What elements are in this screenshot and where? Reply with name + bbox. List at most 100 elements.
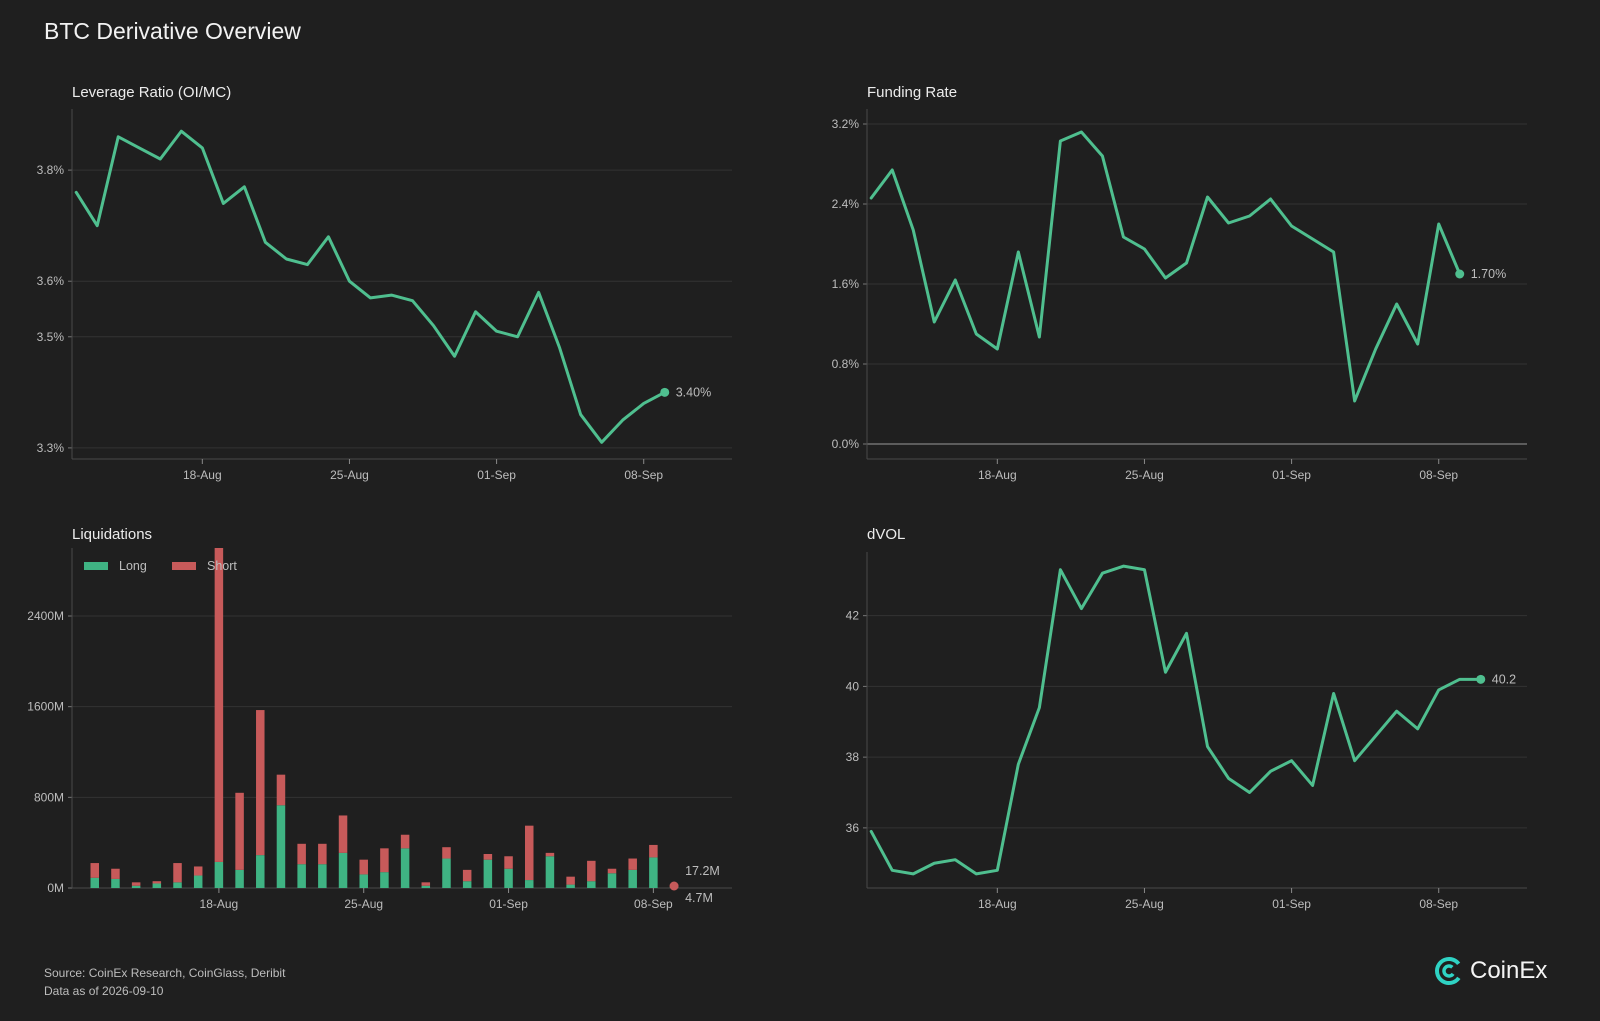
short-bar — [152, 881, 162, 884]
y-tick-label: 0.0% — [832, 437, 860, 451]
short-bar — [173, 863, 182, 883]
dvol-chart-title: dVOL — [867, 526, 906, 543]
y-tick-label: 38 — [846, 750, 860, 764]
short-bar — [235, 792, 244, 870]
coinex-logo: CoinEx — [1434, 956, 1547, 986]
long-bar — [380, 872, 389, 888]
short-bar — [276, 774, 286, 806]
long-bar — [214, 861, 224, 888]
y-tick-label: 3.6% — [37, 274, 65, 288]
long-bar — [504, 868, 513, 888]
x-tick-label: 01-Sep — [489, 897, 528, 911]
short-end-value-label: 4.7M — [685, 891, 713, 905]
y-tick-label: 2400M — [27, 609, 64, 623]
short-bar — [90, 863, 100, 878]
short-bar — [131, 882, 141, 886]
brand-name: CoinEx — [1470, 957, 1548, 984]
long-bar — [524, 880, 534, 888]
end-point-marker — [1455, 269, 1465, 279]
leverage-ratio-chart: 3.3% 3.5% 3.6% 3.8% 18-Aug 25-Aug 01-Sep 08-Sep… — [37, 109, 732, 482]
long-bar — [483, 859, 493, 888]
y-tick-label: 1600M — [27, 700, 64, 714]
x-tick-label: 25-Aug — [344, 897, 383, 911]
x-tick-label: 08-Sep — [1419, 468, 1458, 482]
short-bar — [318, 843, 327, 865]
x-tick-label: 08-Sep — [624, 468, 663, 482]
funding-chart-title: Funding Rate — [867, 84, 958, 101]
x-tick-label: 08-Sep — [634, 897, 673, 911]
short-bar — [628, 858, 637, 870]
short-bar — [545, 852, 555, 857]
y-tick-label: 36 — [846, 821, 860, 835]
short-bar — [380, 848, 389, 873]
long-bar — [628, 869, 637, 888]
long-bar — [152, 883, 162, 888]
long-bar — [462, 881, 472, 888]
x-tick-label: 18-Aug — [183, 468, 222, 482]
short-bar — [442, 847, 451, 859]
short-bar — [587, 860, 596, 882]
long-bar — [256, 855, 265, 888]
short-bar — [462, 869, 472, 882]
short-bar — [193, 866, 203, 876]
long-bar — [649, 857, 658, 888]
long-bar — [566, 884, 575, 888]
short-bar — [256, 710, 265, 856]
x-tick-label: 01-Sep — [1272, 468, 1311, 482]
long-bar — [318, 864, 327, 888]
long-bar — [193, 875, 203, 888]
short-bar — [566, 876, 575, 885]
x-tick-label: 18-Aug — [978, 468, 1017, 482]
long-bar — [442, 858, 451, 888]
end-value-label: 40.2 — [1492, 672, 1516, 686]
x-tick-label: 25-Aug — [330, 468, 369, 482]
long-bar — [545, 856, 555, 888]
series-line — [869, 564, 1483, 876]
series-line — [74, 129, 667, 444]
long-bar — [235, 869, 244, 888]
y-tick-label: 3.8% — [37, 163, 65, 177]
short-bar — [400, 834, 410, 849]
end-value-label: 1.70% — [1471, 267, 1506, 281]
source-note: Source: CoinEx Research, CoinGlass, Deri… — [44, 966, 286, 980]
legend-long-swatch — [84, 562, 108, 570]
coinex-logo-icon — [1435, 957, 1463, 985]
long-end-value-label: 17.2M — [685, 864, 720, 878]
y-tick-label: 3.3% — [37, 441, 65, 455]
long-bar — [90, 877, 100, 888]
short-bar — [111, 868, 120, 879]
short-bar — [483, 854, 493, 860]
series-line — [869, 130, 1462, 403]
legend-short-swatch — [172, 562, 196, 570]
y-tick-label: 0.8% — [832, 357, 860, 371]
short-bar — [421, 882, 431, 886]
y-tick-label: 0M — [47, 881, 64, 895]
legend-short-label: Short — [207, 559, 237, 573]
long-bar — [421, 885, 431, 888]
x-tick-label: 01-Sep — [1272, 897, 1311, 911]
y-tick-label: 40 — [846, 679, 860, 693]
short-bar — [214, 548, 224, 862]
long-bar — [131, 885, 141, 888]
end-point-marker — [1476, 674, 1486, 684]
short-bar — [297, 843, 306, 865]
short-bar — [504, 856, 513, 869]
end-value-label: 3.40% — [676, 385, 711, 399]
y-tick-label: 1.6% — [832, 277, 860, 291]
liquidations-chart: 0M 800M 1600M 2400M 18-Aug 25-Aug 01-Sep 08-Sep… — [27, 548, 732, 911]
long-bar — [173, 882, 182, 888]
y-tick-label: 800M — [34, 790, 64, 804]
footer: Source: CoinEx Research, CoinGlass, Deri… — [44, 964, 285, 1000]
leverage-chart-title: Leverage Ratio (OI/MC) — [72, 84, 232, 101]
end-point-marker — [660, 387, 670, 397]
funding-rate-chart: 0.0% 0.8% 1.6% 2.4% 3.2% 18-Aug 25-Aug 01-Sep 08… — [832, 109, 1527, 482]
x-tick-label: 25-Aug — [1125, 468, 1164, 482]
y-tick-label: 42 — [846, 609, 860, 623]
long-bar — [587, 881, 596, 888]
long-bar — [297, 864, 306, 888]
x-tick-label: 25-Aug — [1125, 897, 1164, 911]
short-bar — [649, 844, 658, 858]
long-bar — [276, 805, 286, 888]
liquidations-chart-title: Liquidations — [72, 526, 153, 543]
long-bar — [359, 874, 368, 888]
